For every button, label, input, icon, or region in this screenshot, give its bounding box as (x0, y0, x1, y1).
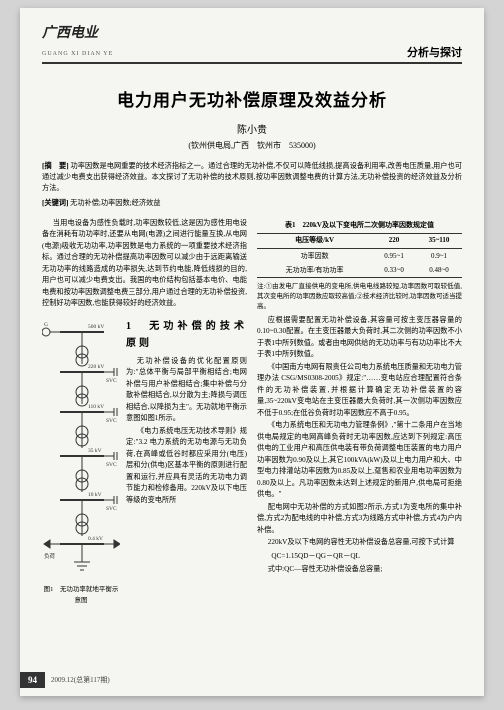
table-cell: 0.9~1 (416, 249, 462, 264)
keywords-label: [关键词] (42, 199, 68, 207)
right-p1: 应根据需要配置无功补偿设备,其容量可按主变压器容量的0.10~0.30配置。在主… (257, 315, 462, 361)
right-p2: 《中国南方电网有限责任公司电力系统电压质量和无功电力管理办法 CSG/MS030… (257, 362, 462, 420)
abstract-text: 功率因数是电网重要的技术经济指标之一。通过合理的无功补偿,不仅可以降低线损,提高… (42, 162, 462, 192)
section-label: 分析与探讨 (407, 44, 462, 60)
abstract-label: [摘 要] (42, 162, 69, 170)
right-p5: 220kV及以下电网的容性无功补偿设备总容量,可按下式计算 (257, 537, 462, 549)
logo-pinyin: GUANG XI DIAN YE (42, 51, 113, 57)
page-number: 94 (20, 672, 45, 688)
figure-caption: 图1 无功功率就地平衡示意图 (42, 585, 120, 606)
abstract-block: [摘 要] 功率因数是电网重要的技术经济指标之一。通过合理的无功补偿,不仅可以降… (42, 161, 462, 194)
svc-label: SVC (106, 378, 117, 384)
keywords-text: 无功补偿;功率因数;经济效益 (70, 199, 160, 207)
left-column: 当用电设备为感性负载时,功率因数较低,这是因为感性用电设备在消耗有功功率时,还要… (42, 218, 247, 606)
right-p4: 配电网中无功补偿的方式如图2所示,方式1为变电所的集中补偿,方式2为配电线的中补… (257, 502, 462, 537)
keywords-block: [关键词] 无功补偿;功率因数;经济效益 (42, 198, 462, 209)
bus-label: 110 kV (88, 404, 104, 410)
svc-label: SVC (106, 418, 117, 424)
bus-label: 500 kV (88, 324, 104, 330)
svc-label: SVC (106, 462, 117, 468)
figure-column: 500 kV 220 kV 110 kV 35 kV 10 kV 0.4 kV … (42, 314, 120, 606)
bus-label: 35 kV (88, 448, 102, 454)
figure-text-wrap: 500 kV 220 kV 110 kV 35 kV 10 kV 0.4 kV … (42, 314, 247, 606)
bus-label: 220 kV (88, 364, 104, 370)
table-note: 注:①由发电厂直接供电的变电所,供电电线路较短,功率因数可取较低值,其次变电所的… (257, 282, 462, 311)
right-column: 表1 220kV及以下变电所二次侧功率因数规定值 电压等级/kV 220 35~… (257, 218, 462, 606)
table-cell: 0.33~0 (372, 263, 416, 278)
left-p1: 当用电设备为感性负载时,功率因数较低,这是因为感性用电设备在消耗有功功率时,还要… (42, 218, 247, 310)
table-cell: 功率因数 (257, 249, 372, 264)
body-columns: 当用电设备为感性负载时,功率因数较低,这是因为感性用电设备在消耗有功功率时,还要… (42, 218, 462, 606)
right-p3: 《电力系统电压和无功电力管理条例》,"第十二条用户在当地供电局规定的电网高峰负荷… (257, 420, 462, 501)
gen-label: G (44, 322, 48, 328)
equation: QC=1.15QD－QG－QR－QL (257, 551, 462, 563)
left-p2: 无功补偿设备的优化配置原则为:"总体平衡与局部平衡相结合;电网补偿与用户补偿相结… (126, 356, 247, 425)
bus-label: 0.4 kV (88, 536, 103, 542)
paper-title: 电力用户无功补偿原理及效益分析 (42, 86, 462, 111)
table-cell: 0.48~0 (416, 263, 462, 278)
left-p3: 《电力系统电压无功技术导则》规定:"3.2 电力系统的无功电源与无功负荷,在高峰… (126, 426, 247, 507)
left-text-beside-fig: 1 无功补偿的技术原则 无功补偿设备的优化配置原则为:"总体平衡与局部平衡相结合… (126, 314, 247, 606)
svc-label: SVC (106, 506, 117, 512)
load-label: 负荷 (44, 552, 56, 560)
right-p6: 式中:QC—容性无功补偿设备总容量; (257, 564, 462, 576)
logo: 广西电业 GUANG XI DIAN YE (42, 22, 113, 60)
table-1: 表1 220kV及以下变电所二次侧功率因数规定值 电压等级/kV 220 35~… (257, 220, 462, 279)
bus-label: 10 kV (88, 492, 102, 498)
page-header: 广西电业 GUANG XI DIAN YE 分析与探讨 (42, 22, 462, 64)
section-heading-1: 1 无功补偿的技术原则 (126, 318, 247, 352)
power-balance-diagram: 500 kV 220 kV 110 kV 35 kV 10 kV 0.4 kV … (42, 314, 120, 578)
table-cell: 0.95~1 (372, 249, 416, 264)
table-cell: 无功功率/有功功率 (257, 263, 372, 278)
author: 陈小贵 (42, 121, 462, 136)
publication-info: 2009.12(总第117期) (51, 675, 110, 685)
table-header: 220 (372, 233, 416, 248)
table-caption: 表1 220kV及以下变电所二次侧功率因数规定值 (257, 220, 462, 233)
page-footer: 94 2009.12(总第117期) (20, 672, 110, 688)
table-header: 35~110 (416, 233, 462, 248)
affiliation: (钦州供电局,广西 钦州市 535000) (42, 140, 462, 151)
table-header: 电压等级/kV (257, 233, 372, 248)
logo-text: 广西电业 (42, 26, 98, 41)
